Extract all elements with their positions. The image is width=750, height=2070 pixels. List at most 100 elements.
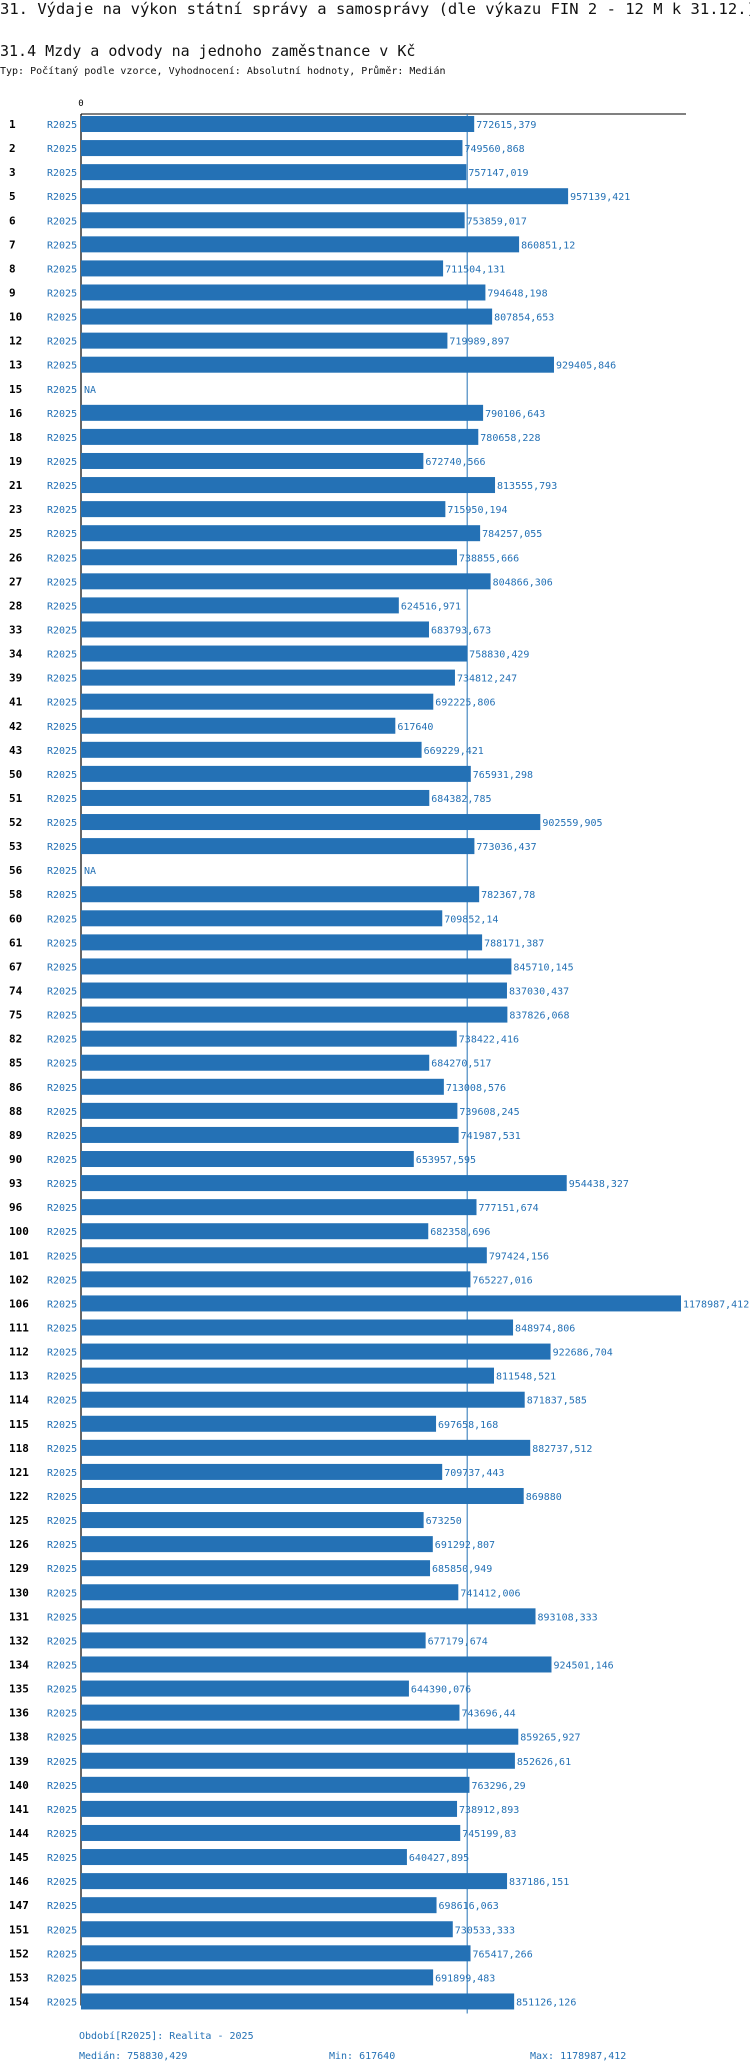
category-label: 125 — [9, 1514, 29, 1527]
category-label: 130 — [9, 1586, 29, 1599]
value-label: 673250 — [426, 1516, 462, 1527]
period-label: R2025 — [47, 1973, 77, 1984]
value-label: 924501,146 — [553, 1660, 613, 1671]
x-axis-zero-label: 0 — [78, 99, 83, 109]
bar — [81, 188, 569, 205]
value-label: 739608,245 — [459, 1107, 519, 1118]
category-label: 27 — [9, 575, 22, 588]
period-label: R2025 — [47, 1275, 77, 1286]
period-label: R2025 — [47, 1588, 77, 1599]
category-label: 102 — [9, 1273, 29, 1286]
category-label: 58 — [9, 888, 22, 901]
bar — [81, 1536, 433, 1553]
bar — [81, 958, 512, 975]
bar — [81, 356, 554, 373]
bar — [81, 164, 467, 181]
period-label: R2025 — [47, 625, 77, 636]
category-label: 8 — [9, 262, 16, 275]
value-label: 837186,151 — [509, 1877, 569, 1888]
category-label: 33 — [9, 623, 22, 636]
bar — [81, 1945, 471, 1962]
bar — [81, 1824, 461, 1841]
bar — [81, 1584, 459, 1601]
value-label: 713008,576 — [446, 1083, 506, 1094]
value-label: 957139,421 — [570, 192, 630, 203]
period-label: R2025 — [47, 1251, 77, 1262]
category-label: 15 — [9, 383, 22, 396]
period-label: R2025 — [47, 1853, 77, 1864]
period-label: R2025 — [47, 1925, 77, 1936]
period-label: R2025 — [47, 1372, 77, 1383]
period-label: R2025 — [47, 1083, 77, 1094]
bar — [81, 1632, 426, 1649]
chart-subtitle: 31.4 Mzdy a odvody na jednoho zaměstnanc… — [0, 42, 416, 60]
period-label: R2025 — [47, 192, 77, 203]
period-label: R2025 — [47, 1492, 77, 1503]
category-label: 111 — [9, 1322, 29, 1335]
period-label: R2025 — [47, 144, 77, 155]
bar — [81, 1367, 495, 1384]
value-label: 837826,068 — [509, 1011, 569, 1022]
value-label: 757147,019 — [468, 168, 528, 179]
bar — [81, 236, 520, 253]
value-label: 780658,228 — [480, 433, 540, 444]
bar — [81, 1969, 434, 1986]
category-label: 75 — [9, 1009, 22, 1022]
period-label: R2025 — [47, 914, 77, 925]
value-label: 709852,14 — [444, 914, 498, 925]
period-label: R2025 — [47, 1179, 77, 1190]
footer-period: Období[R2025]: Realita - 2025 — [79, 2031, 254, 2042]
bar — [81, 1175, 567, 1192]
value-label: 777151,674 — [479, 1203, 539, 1214]
period-label: R2025 — [47, 1131, 77, 1142]
category-label: 50 — [9, 768, 22, 781]
bar — [81, 1343, 551, 1360]
value-label: 811548,521 — [496, 1372, 556, 1383]
category-label: 122 — [9, 1490, 29, 1503]
value-label: 859265,927 — [520, 1733, 580, 1744]
category-label: 93 — [9, 1177, 22, 1190]
period-label: R2025 — [47, 1348, 77, 1359]
period-label: R2025 — [47, 650, 77, 661]
bar — [81, 452, 424, 469]
category-label: 140 — [9, 1779, 29, 1792]
bar — [81, 1873, 508, 1890]
category-label: 42 — [9, 720, 22, 733]
bar — [81, 1102, 458, 1119]
period-label: R2025 — [47, 505, 77, 516]
bar — [81, 404, 484, 421]
bar — [81, 1391, 525, 1408]
category-label: 41 — [9, 696, 23, 709]
value-label: 719989,897 — [449, 337, 509, 348]
period-label: R2025 — [47, 1877, 77, 1888]
value-label: 782367,78 — [481, 890, 535, 901]
category-label: 153 — [9, 1971, 29, 1984]
category-label: 51 — [9, 792, 23, 805]
bar — [81, 1247, 487, 1264]
period-label: R2025 — [47, 529, 77, 540]
value-label: 765417,266 — [473, 1949, 533, 1960]
bar — [81, 140, 463, 157]
category-label: 139 — [9, 1755, 29, 1768]
bar — [81, 1006, 508, 1023]
value-label: 677179,674 — [428, 1636, 488, 1647]
value-label: 672740,566 — [425, 457, 485, 468]
category-label: 88 — [9, 1105, 22, 1118]
period-label: R2025 — [47, 770, 77, 781]
category-label: 82 — [9, 1033, 22, 1046]
category-label: 138 — [9, 1731, 29, 1744]
bar — [81, 1512, 424, 1529]
value-label: 807854,653 — [494, 313, 554, 324]
period-label: R2025 — [47, 1564, 77, 1575]
value-label: 758830,429 — [469, 650, 529, 661]
category-label: 96 — [9, 1201, 23, 1214]
period-label: R2025 — [47, 264, 77, 275]
category-label: 86 — [9, 1081, 23, 1094]
category-label: 1 — [9, 118, 16, 131]
category-label: 85 — [9, 1057, 22, 1070]
bar — [81, 597, 399, 614]
value-label: 743696,44 — [461, 1709, 515, 1720]
category-label: 74 — [9, 985, 23, 998]
category-label: 3 — [9, 166, 16, 179]
period-label: R2025 — [47, 1324, 77, 1335]
